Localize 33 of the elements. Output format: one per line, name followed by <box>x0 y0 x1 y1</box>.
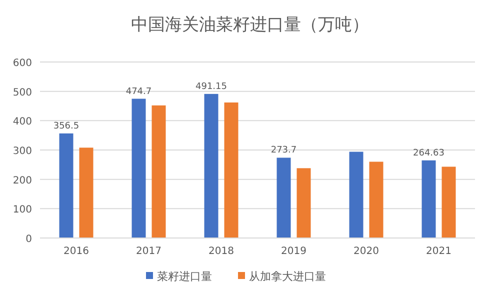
data-label: 356.5 <box>53 121 80 132</box>
y-tick-label: 300 <box>12 146 32 157</box>
bar <box>422 160 436 238</box>
bar <box>132 98 146 238</box>
bar <box>59 133 74 238</box>
y-tick-label: 200 <box>12 175 32 186</box>
y-tick-label: 100 <box>12 204 32 216</box>
bar <box>152 105 166 238</box>
data-label: 491.15 <box>196 82 227 92</box>
y-tick-label: 600 <box>12 58 32 69</box>
bar <box>276 158 291 238</box>
bar <box>442 166 456 238</box>
bar <box>224 102 238 238</box>
x-tick-label: 2020 <box>354 246 379 257</box>
bar <box>79 148 94 238</box>
bar <box>369 162 384 238</box>
data-label: 474.7 <box>126 86 152 97</box>
bar <box>349 152 364 238</box>
chart-title: 中国海关油菜籽进口量（万吨） <box>131 15 369 35</box>
x-tick-label: 2017 <box>136 246 162 257</box>
x-tick-label: 2021 <box>426 246 452 257</box>
legend-label: 从加拿大进口量 <box>249 270 326 283</box>
y-tick-label: 500 <box>12 87 32 98</box>
bar <box>296 168 311 238</box>
x-tick-label: 2018 <box>208 246 234 257</box>
x-tick-label: 2019 <box>281 246 306 257</box>
data-label: 273.7 <box>270 146 297 156</box>
data-label: 264.63 <box>413 148 444 158</box>
y-tick-label: 400 <box>12 116 32 128</box>
bar <box>204 94 218 238</box>
x-tick-label: 2016 <box>64 246 89 257</box>
legend-label: 菜籽进口量 <box>157 270 212 283</box>
y-tick-label: 0 <box>26 234 32 245</box>
